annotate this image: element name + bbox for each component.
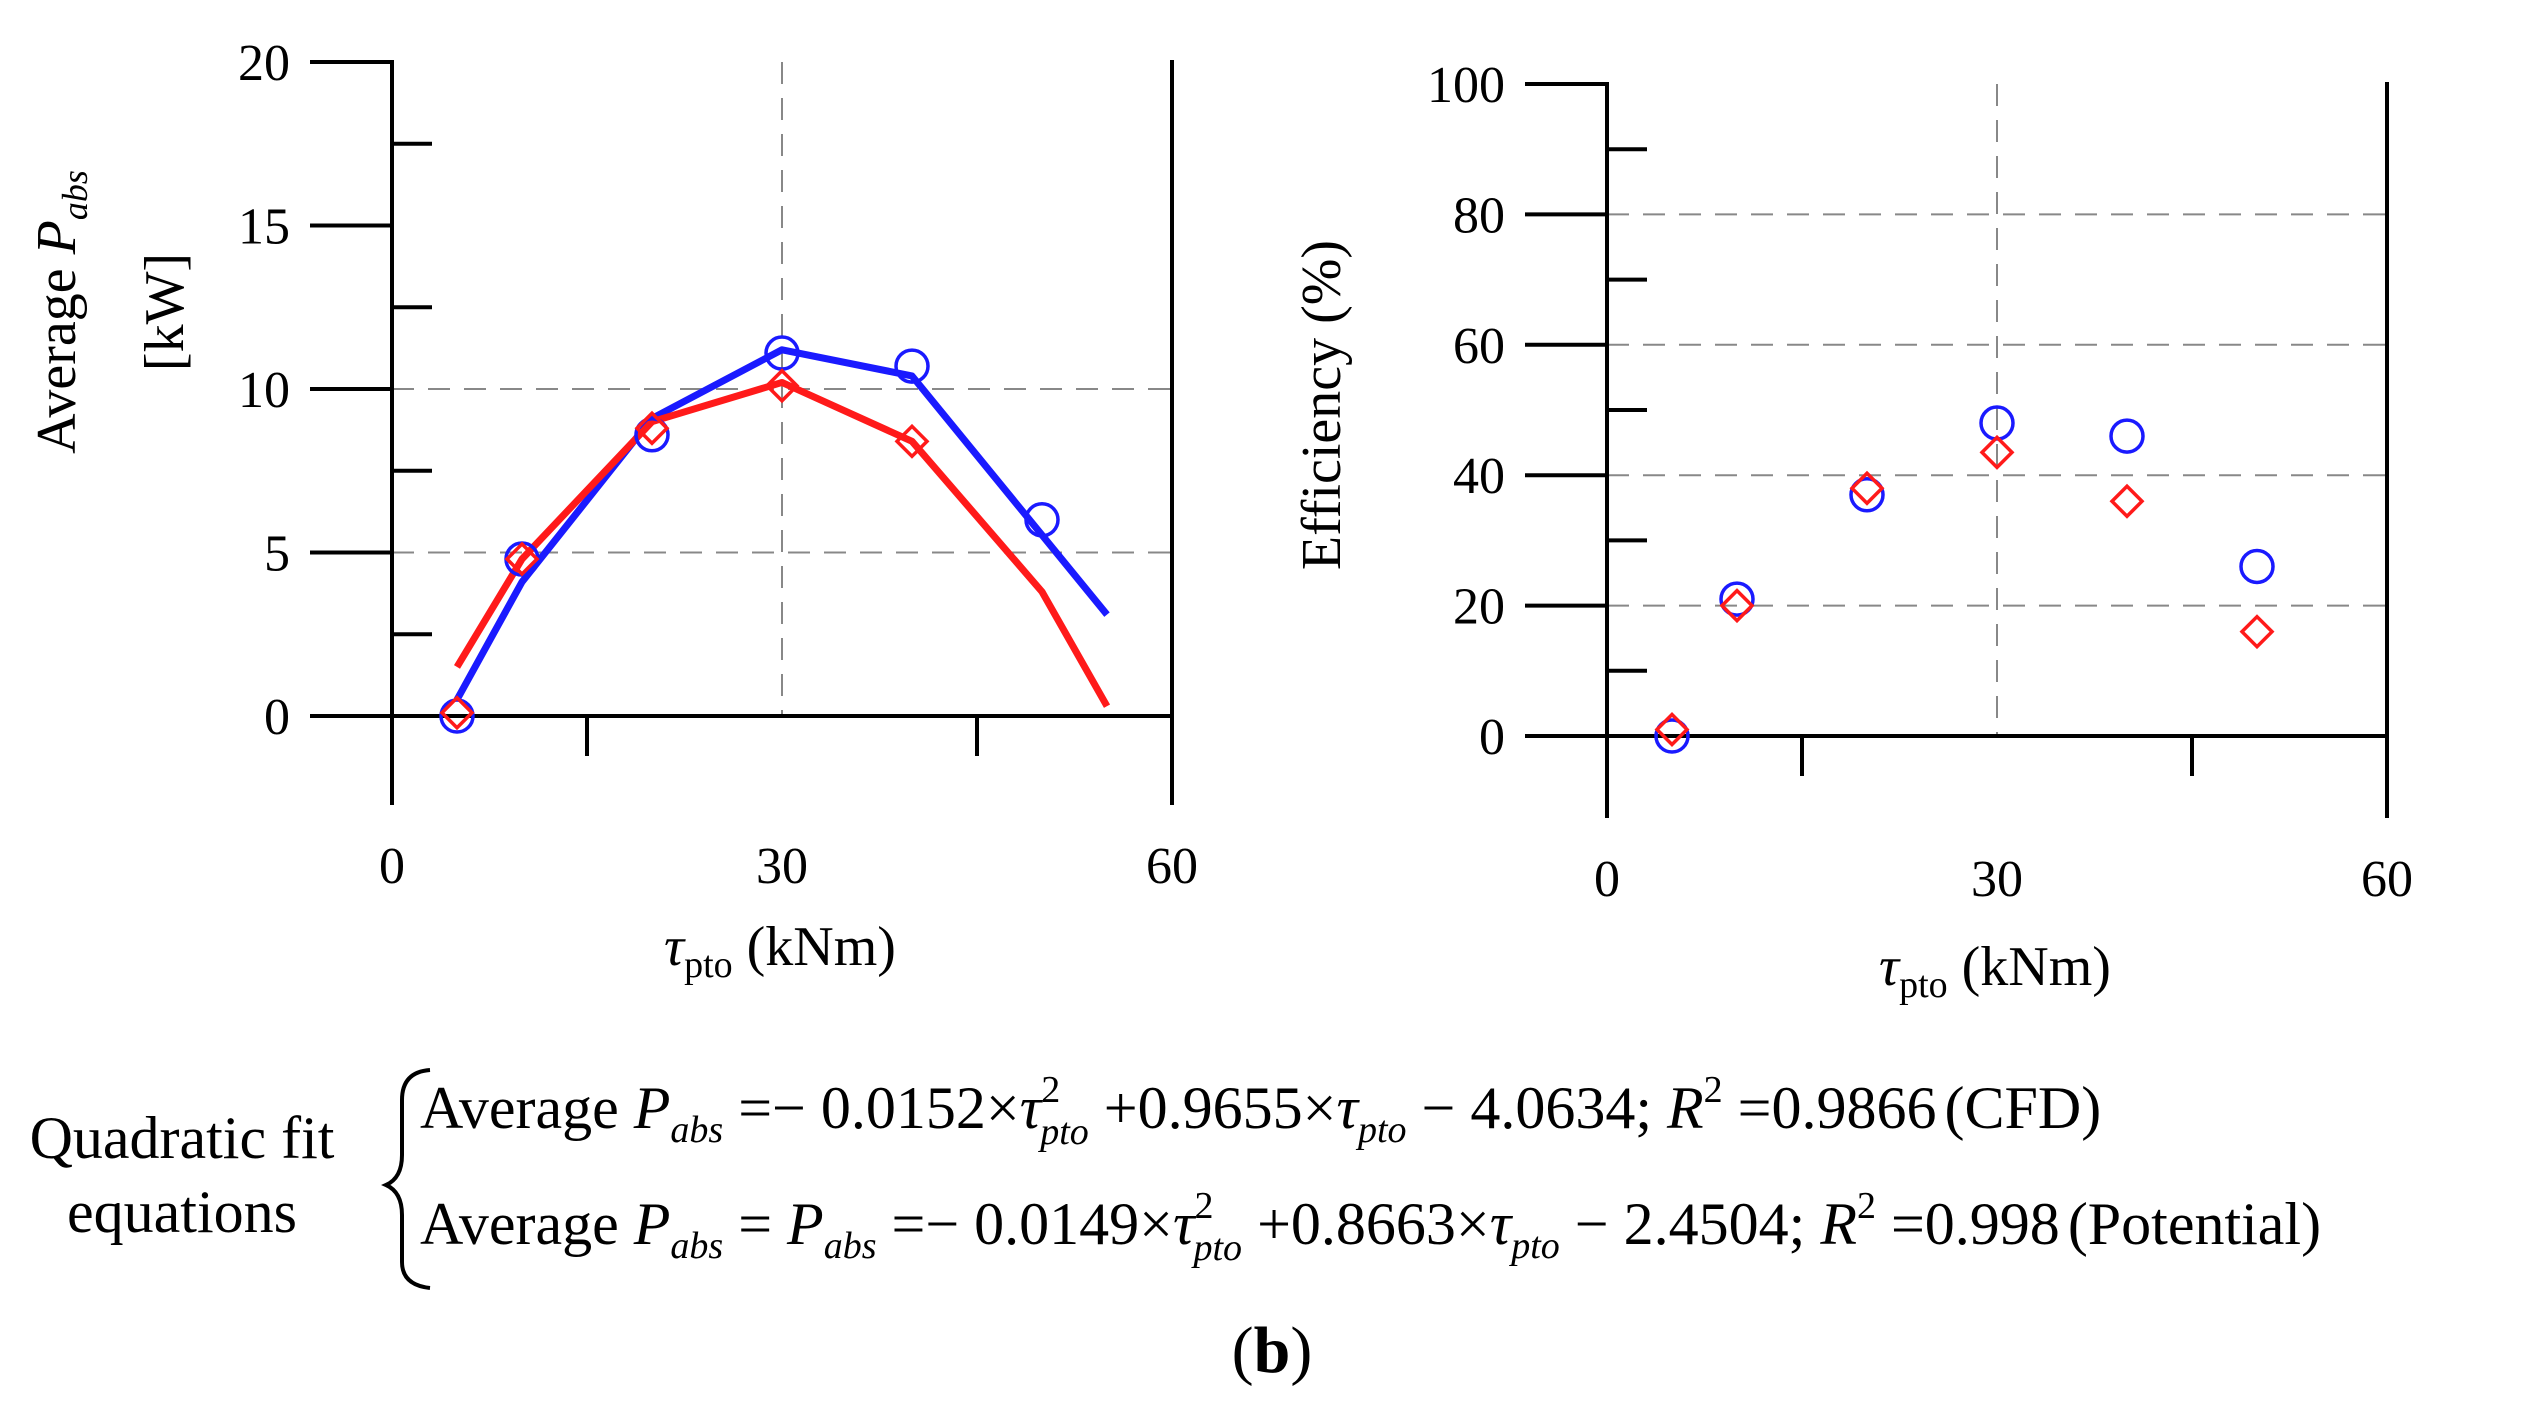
fit-equations: Quadratic fit equations Average Pabs =− … (30, 1068, 2321, 1290)
marker-cfd (1024, 502, 1060, 538)
tick-labels-right: 0 20 40 60 80 100 0 30 60 (1427, 57, 2413, 908)
x-tick-label: 60 (2361, 851, 2413, 908)
ticks-left (310, 60, 1174, 805)
x-tick-label: 30 (1971, 851, 2023, 908)
x-label-sub: pto (684, 944, 733, 986)
equations-heading-line1: Quadratic fit (30, 1105, 335, 1171)
ticks-right (1525, 82, 2389, 818)
x-label-symbol-right: τ (1879, 936, 1901, 998)
y-tick-label: 20 (238, 35, 290, 92)
marker-potential (2109, 483, 2145, 519)
chart-efficiency: 0 20 40 60 80 100 0 30 60 Efficiency (%) τpto (k… (1291, 57, 2413, 1006)
marker-potential (1979, 434, 2015, 470)
marker-potential (764, 368, 800, 404)
x-label-unit-left (733, 916, 747, 978)
x-tick-label: 0 (1594, 851, 1620, 908)
y-tick-label: 5 (264, 526, 290, 583)
y-label-sub: abs (55, 170, 95, 220)
svg-text:Average Pabs: Average Pabs (26, 170, 95, 454)
grid-left (392, 62, 1172, 716)
marker-potential (1849, 470, 1885, 506)
marker-cfd (2239, 548, 2275, 585)
markers-right (1654, 405, 2275, 754)
y-axis-title-left: Average Pabs [kW] (26, 170, 196, 454)
marker-cfd (1849, 477, 1885, 513)
y-tick-label: 0 (264, 689, 290, 746)
marker-cfd (894, 348, 930, 384)
grid-right (1607, 84, 2387, 736)
fit-lines-left (453, 346, 1111, 708)
marker-cfd (2109, 418, 2145, 454)
x-tick-label: 0 (379, 838, 405, 895)
chart-average-power: 0 5 10 15 20 0 30 60 Average Pabs [kW] τpto (kN… (26, 35, 1198, 986)
marker-cfd (1654, 718, 1690, 754)
panel-label: (b) (1232, 1314, 1313, 1387)
marker-potential (504, 541, 540, 577)
marker-potential (1719, 588, 1755, 624)
x-label-unit: (kNm) (747, 916, 896, 978)
markers-left (439, 335, 1060, 734)
marker-cfd (634, 417, 670, 453)
y-tick-label: 60 (1453, 318, 1505, 375)
x-label-symbol: τ (664, 916, 686, 978)
equation-cfd: Average Pabs =− 0.0152×τ2 pto +0.9655×τpt… (420, 1069, 2101, 1153)
curly-brace (381, 1068, 431, 1290)
y-axis-title-right: Efficiency (%) (1291, 240, 1353, 570)
x-label-sub-right: pto (1899, 964, 1948, 1006)
y-tick-label: 15 (238, 199, 290, 256)
x-axis-title-left: τpto (kNm) (664, 916, 896, 986)
x-label-unit-right: (kNm) (1962, 936, 2111, 998)
y-tick-label: 80 (1453, 187, 1505, 244)
marker-potential (439, 695, 475, 731)
tick-labels-left: 0 5 10 15 20 0 30 60 (238, 35, 1198, 895)
marker-potential (1654, 712, 1690, 747)
fit-line-potential (454, 378, 1111, 708)
marker-potential (894, 423, 930, 459)
fit-line-cfd (453, 346, 1110, 702)
equations-heading-line2: equations (67, 1179, 297, 1245)
y-tick-label: 10 (238, 362, 290, 419)
marker-potential (634, 410, 670, 446)
y-tick-label: 40 (1453, 448, 1505, 505)
y-label-unit: [kW] (134, 253, 196, 371)
y-tick-label: 0 (1479, 709, 1505, 766)
y-label-symbol: P (26, 220, 88, 255)
x-axis-title-right: τpto (kNm) (1879, 936, 2111, 1006)
marker-potential (2239, 614, 2275, 650)
marker-cfd (1719, 581, 1755, 617)
y-tick-label: 20 (1453, 579, 1505, 636)
equation-potential: Average Pabs = Pabs =− 0.0149×τ2 pto +0.8… (420, 1185, 2321, 1269)
y-label-prefix: Average (26, 254, 88, 454)
y-tick-label: 100 (1427, 57, 1505, 114)
x-tick-label: 30 (756, 838, 808, 895)
x-tick-label: 60 (1146, 838, 1198, 895)
